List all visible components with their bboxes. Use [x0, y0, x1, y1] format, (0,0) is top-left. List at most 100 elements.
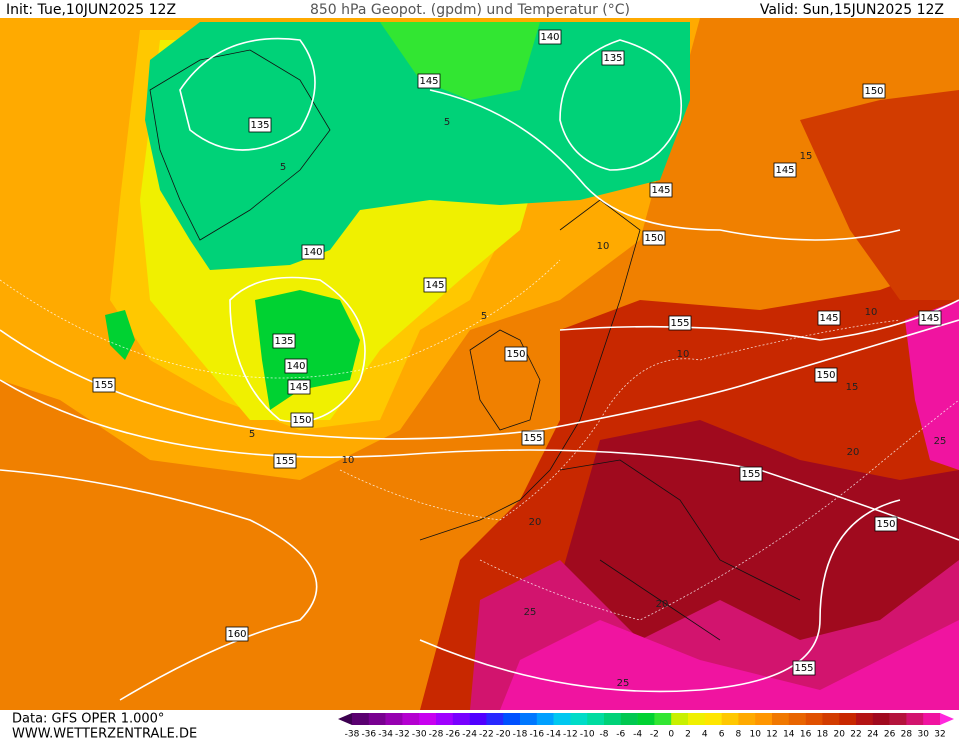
colorbar-label: -18: [513, 730, 528, 740]
contour: [229, 276, 366, 423]
geopotential-label: 140: [286, 361, 305, 372]
colorbar-label: -4: [633, 730, 642, 740]
init-time: Init: Tue,10JUN2025 12Z: [6, 2, 176, 18]
temperature-label: 10: [597, 241, 610, 252]
geopotential-label: 145: [775, 165, 794, 176]
colorbar-swatch: [906, 713, 924, 725]
geopotential-label-box: [225, 626, 249, 642]
colorbar-swatch: [822, 713, 840, 725]
temperature-label: 20: [847, 447, 860, 458]
colorbar-label: 20: [833, 730, 845, 740]
geopotential-label-box: [301, 244, 325, 260]
colorbar-label: -8: [600, 730, 609, 740]
colorbar-arrow: [338, 713, 352, 725]
colorbar-swatch: [738, 713, 756, 725]
colorbar-label: 10: [749, 730, 761, 740]
geopotential-label-box: [423, 277, 447, 293]
cold-zone: [145, 22, 690, 270]
colorbar-label: -32: [395, 730, 410, 740]
map-area: [0, 18, 959, 710]
colorbar-swatch: [469, 713, 487, 725]
isotherm: [479, 399, 959, 621]
contour: [179, 37, 316, 151]
colorbar-swatch: [889, 713, 907, 725]
cold-patch: [255, 290, 360, 410]
hot-zone: [800, 90, 959, 300]
valid-time: Valid: Sun,15JUN2025 12Z: [760, 2, 944, 18]
geopotential-label: 135: [603, 53, 622, 64]
colorbar-swatch: [486, 713, 504, 725]
colorbar-label: -36: [361, 730, 376, 740]
colorbar-swatch: [772, 713, 790, 725]
temperature-label: 15: [800, 151, 813, 162]
temperature-label: 20: [656, 599, 669, 610]
contour: [0, 469, 318, 701]
geopotential-label: 145: [819, 313, 838, 324]
geopotential-label-box: [649, 182, 673, 198]
colorbar-swatch: [856, 713, 874, 725]
temperature-label: 5: [280, 162, 286, 173]
colorbar-swatch: [620, 713, 638, 725]
temperature-label: 25: [617, 678, 630, 689]
colorbar-swatch: [923, 713, 941, 725]
colorbar-label: 16: [800, 730, 812, 740]
colorbar-swatch: [503, 713, 521, 725]
geopotential-label-box: [601, 50, 625, 66]
geopotential-label: 150: [506, 349, 525, 360]
colorbar: -38 -36 -34 -32 -30 -28 -26 -24 -22 -20 -18 -16 -14-…: [338, 713, 954, 740]
geopotential-label-box: [287, 379, 311, 395]
geopotential-label: 155: [523, 433, 542, 444]
temperature-label: 10: [342, 455, 355, 466]
geopotential-label: 140: [303, 247, 322, 258]
colorbar-swatch: [385, 713, 403, 725]
geopotential-label: 150: [644, 233, 663, 244]
temperature-label: 25: [524, 607, 537, 618]
geopotential-label: 150: [816, 370, 835, 381]
geopotential-label-box: [273, 453, 297, 469]
extreme-zone: [500, 620, 959, 710]
contour: [559, 39, 682, 171]
geopotential-label: 145: [425, 280, 444, 291]
colorbar-label: 8: [736, 730, 742, 740]
geopotential-label-box: [248, 117, 272, 133]
contour: [559, 299, 959, 341]
geopotential-label: 155: [275, 456, 294, 467]
colorbar-label: -26: [445, 730, 460, 740]
colorbar-swatch: [704, 713, 722, 725]
temperature-label: 10: [865, 307, 878, 318]
colorbar-swatch: [352, 713, 370, 725]
colorbar-label: -22: [479, 730, 494, 740]
colorbar-label: 28: [901, 730, 913, 740]
colorbar-swatch: [536, 713, 554, 725]
contour: [0, 379, 959, 541]
colorbar-swatch: [553, 713, 571, 725]
colorbar-swatch: [570, 713, 588, 725]
temperature-label: 20: [529, 517, 542, 528]
geopotential-label-box: [290, 412, 314, 428]
geopotential-label-box: [814, 367, 838, 383]
temperature-label: 5: [481, 311, 487, 322]
colorbar-swatch: [755, 713, 773, 725]
colorbar-swatch: [637, 713, 655, 725]
geopotential-label: 155: [94, 380, 113, 391]
colorbar-label: -30: [412, 730, 427, 740]
temperature-label: 10: [677, 349, 690, 360]
geopotential-label-box: [417, 73, 441, 89]
colorbar-label: 14: [783, 730, 795, 740]
geopotential-label: 140: [540, 32, 559, 43]
geopotential-label-box: [504, 346, 528, 362]
geopotential-label-box: [272, 333, 296, 349]
colorbar-label: 0: [668, 730, 674, 740]
cold-edge: [380, 22, 540, 100]
geopotential-label-box: [92, 377, 116, 393]
colorbar-label: -14: [546, 730, 561, 740]
colorbar-label: 26: [884, 730, 896, 740]
geopotential-label-box: [874, 516, 898, 532]
colorbar-swatch: [839, 713, 857, 725]
colorbar-swatch: [452, 713, 470, 725]
temperature-label: 5: [444, 117, 450, 128]
geopotential-label: 135: [250, 120, 269, 131]
colorbar-swatch: [402, 713, 420, 725]
